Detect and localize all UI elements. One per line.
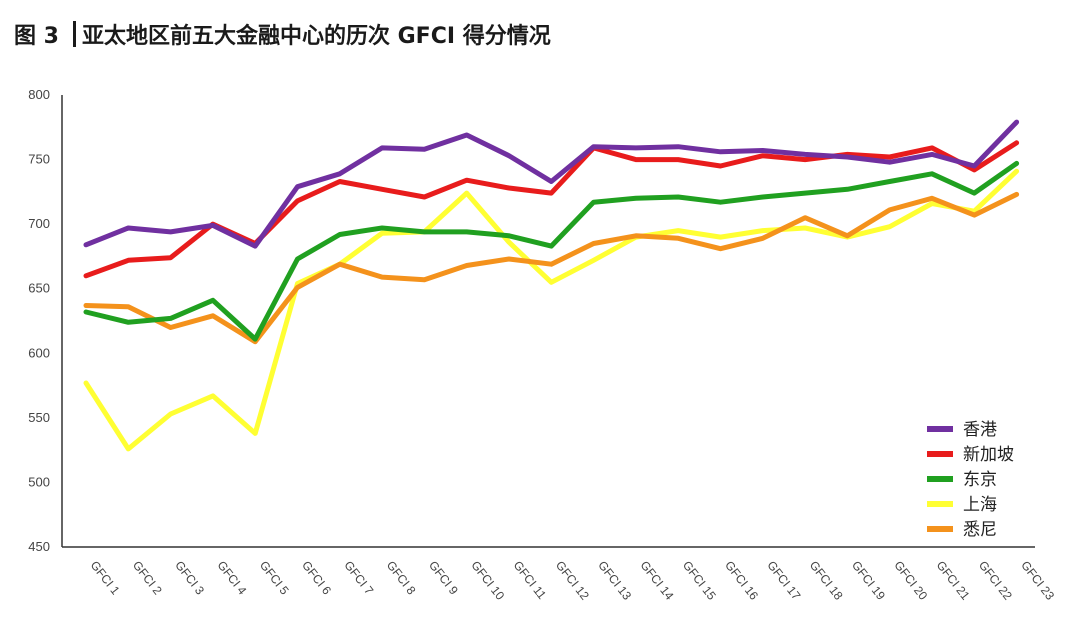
y-tick-label: 650 [28, 281, 50, 296]
y-tick-label: 700 [28, 216, 50, 231]
figure-title: 亚太地区前五大金融中心的历次 GFCI 得分情况 [81, 24, 551, 49]
y-tick-label: 500 [28, 474, 50, 489]
x-tick-label: GFCI 15 [680, 558, 719, 603]
x-tick-label: GFCI 11 [511, 558, 550, 602]
x-tick-label: GFCI 21 [934, 558, 973, 603]
x-tick-label: GFCI 7 [341, 558, 376, 597]
legend-label: 新加坡 [963, 445, 1014, 465]
x-tick-label: GFCI 16 [722, 558, 761, 603]
legend-label: 东京 [963, 470, 997, 490]
x-tick-label: GFCI 1 [88, 558, 123, 597]
legend-label: 香港 [963, 420, 997, 440]
x-tick-label: GFCI 9 [426, 558, 461, 597]
series-line [83, 119, 1020, 249]
x-tick-label: GFCI 8 [384, 558, 419, 597]
y-tick-label: 800 [28, 87, 50, 102]
x-tick-label: GFCI 3 [172, 558, 207, 597]
y-tick-label: 600 [28, 345, 50, 360]
figure-number: 图 3 [14, 24, 59, 49]
x-tick-label: GFCI 10 [468, 558, 507, 603]
legend-label: 悉尼 [963, 520, 997, 540]
series-line [83, 191, 1020, 345]
y-tick-label: 750 [28, 152, 50, 167]
series-lines [83, 119, 1020, 452]
x-tick-label: GFCI 2 [130, 558, 165, 597]
chart-title: 图 3 亚太地区前五大金融中心的历次 GFCI 得分情况 [14, 14, 551, 54]
axes [61, 95, 1035, 548]
y-tick-labels: 450 500 550 600 650 700 750 800 [28, 87, 50, 554]
series-line [83, 160, 1020, 342]
x-tick-label: GFCI 18 [807, 558, 846, 603]
x-tick-label: GFCI 6 [299, 558, 334, 597]
x-tick-label: GFCI 4 [215, 558, 250, 597]
x-tick-label: GFCI 20 [891, 558, 930, 603]
title-separator [72, 21, 76, 47]
legend-label: 上海 [963, 495, 997, 515]
series-line [83, 168, 1020, 452]
x-tick-label: GFCI 13 [595, 558, 634, 603]
x-tick-labels: GFCI 1 GFCI 2 GFCI 3 GFCI 4 GFCI 5 GFCI 6 GFCI… [88, 558, 1058, 603]
x-tick-label: GFCI 5 [257, 558, 292, 597]
x-tick-label: GFCI 22 [976, 558, 1015, 603]
x-tick-label: GFCI 23 [1018, 558, 1057, 603]
x-tick-label: GFCI 14 [638, 558, 677, 603]
x-tick-label: GFCI 19 [849, 558, 888, 603]
x-tick-label: GFCI 12 [553, 558, 592, 603]
y-tick-label: 550 [28, 410, 50, 425]
x-tick-label: GFCI 17 [764, 558, 803, 603]
y-tick-label: 450 [28, 539, 50, 554]
